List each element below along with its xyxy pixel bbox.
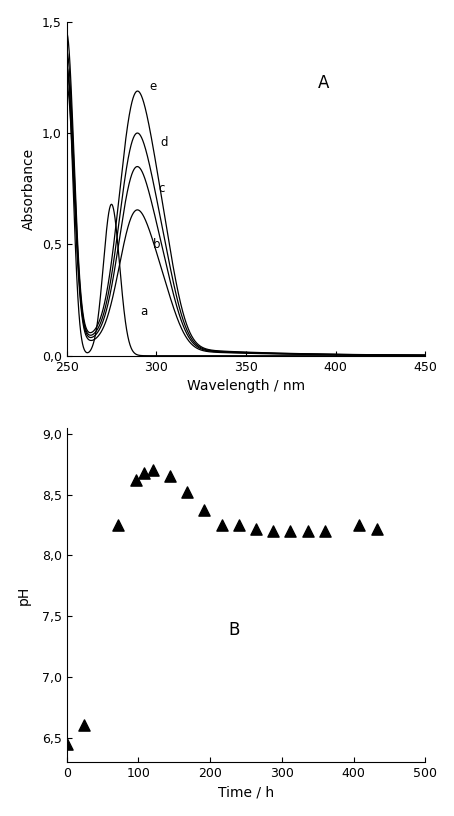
Y-axis label: pH: pH <box>17 585 31 605</box>
Text: a: a <box>140 305 148 318</box>
Text: e: e <box>149 80 156 93</box>
Point <box>115 518 122 531</box>
X-axis label: Wavelength / nm: Wavelength / nm <box>187 379 305 393</box>
Point <box>373 522 380 535</box>
Point <box>355 518 363 531</box>
Y-axis label: Absorbance: Absorbance <box>22 148 36 230</box>
Point <box>149 463 156 477</box>
Text: b: b <box>153 238 160 251</box>
Point <box>183 486 191 499</box>
Text: B: B <box>228 621 239 639</box>
Point <box>252 522 260 535</box>
Text: c: c <box>158 182 164 195</box>
Text: A: A <box>318 74 329 92</box>
X-axis label: Time / h: Time / h <box>218 785 274 800</box>
Point <box>63 737 70 750</box>
Point <box>140 466 148 479</box>
Point <box>287 525 294 538</box>
Point <box>321 525 329 538</box>
Point <box>132 473 139 486</box>
Point <box>201 504 208 517</box>
Point <box>166 470 173 483</box>
Point <box>218 518 225 531</box>
Point <box>80 719 88 732</box>
Point <box>235 518 242 531</box>
Point <box>304 525 311 538</box>
Text: d: d <box>160 135 168 149</box>
Point <box>270 525 277 538</box>
